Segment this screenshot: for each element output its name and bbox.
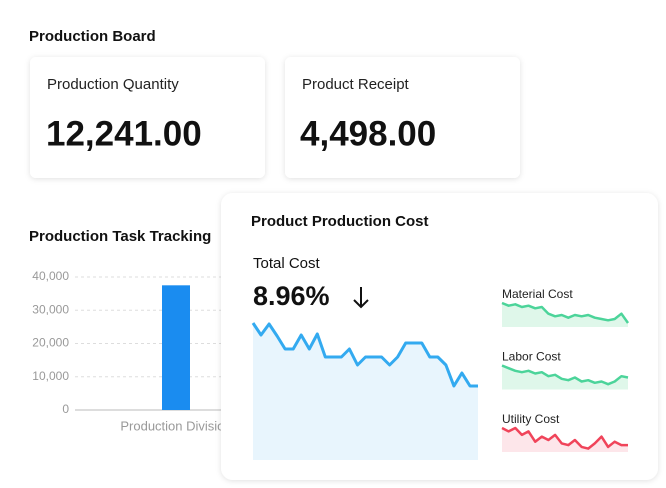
bar: [162, 285, 190, 410]
y-tick-label: 10,000: [32, 369, 69, 383]
y-tick-label: 40,000: [32, 269, 69, 283]
area: [253, 323, 478, 460]
section-title: Production Task Tracking: [29, 228, 211, 245]
card: [285, 57, 520, 178]
total-value: 8.96%: [253, 281, 330, 311]
line: [501, 426, 628, 450]
sparkline-title: Labor Cost: [502, 350, 561, 364]
y-tick-label: 20,000: [32, 336, 69, 350]
line: [501, 364, 629, 386]
board-title: Production Board: [29, 28, 156, 45]
card-value: 12,241.00: [46, 114, 202, 153]
card-label: Production Quantity: [47, 76, 179, 93]
card-label: Product Receipt: [302, 76, 410, 93]
x-tick-label: Production Division: [120, 418, 231, 433]
line: [501, 301, 630, 324]
area: [502, 303, 628, 327]
bar-chart: 0 10,000 20,000 30,000 40,000 Production Divi…: [32, 269, 231, 433]
down-arrow-icon: [353, 287, 369, 309]
panel-title: Product Production Cost: [251, 213, 429, 230]
line: [251, 322, 478, 388]
area: [502, 428, 628, 452]
total-label: Total Cost: [253, 255, 321, 272]
sparkline-title: Utility Cost: [502, 412, 560, 426]
cost-panel: Product Production Cost Total Cost 8.96%…: [221, 193, 658, 480]
sparkline-title: Material Cost: [502, 287, 573, 301]
y-tick-label: 0: [62, 402, 69, 416]
y-tick-label: 30,000: [32, 302, 69, 316]
card-value: 4,498.00: [300, 114, 436, 153]
card: [30, 57, 265, 178]
